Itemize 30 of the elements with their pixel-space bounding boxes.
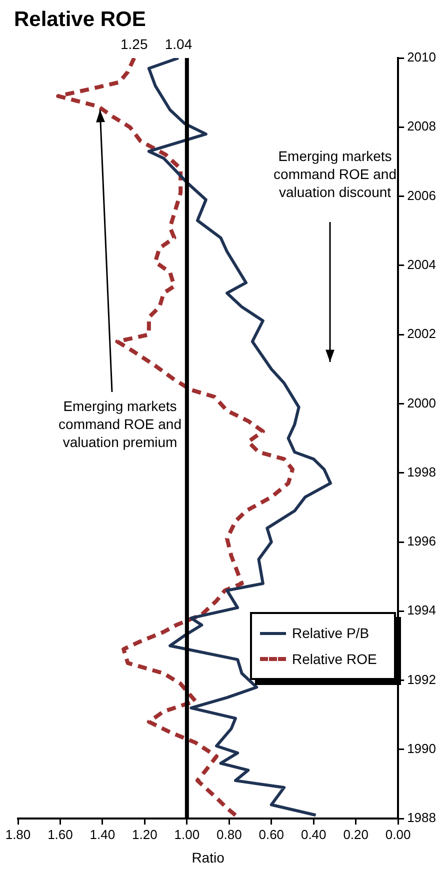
x-tick-label: 0.80 xyxy=(216,826,242,842)
x-tick-label: 0.60 xyxy=(258,826,284,842)
y-tick-label: 1996 xyxy=(407,534,436,549)
y-tick-label: 1992 xyxy=(407,672,436,687)
legend-label: Relative P/B xyxy=(292,625,370,641)
y-tick-label: 2010 xyxy=(407,50,436,65)
annotation: Emerging markets command ROE and valuation premium xyxy=(58,398,182,450)
x-tick-label: 0.20 xyxy=(343,826,369,842)
y-tick-label: 1998 xyxy=(407,464,436,480)
y-tick-label: 2000 xyxy=(407,395,436,410)
x-tick-label: 0.00 xyxy=(385,826,411,842)
x-tick-label: 1.60 xyxy=(48,826,73,842)
x-tick-label: 1.40 xyxy=(90,826,116,842)
x-axis-title: Ratio xyxy=(192,849,225,866)
x-tick-label: 0.40 xyxy=(300,826,326,842)
y-tick-label: 1988 xyxy=(407,810,436,826)
y-tick-label: 1990 xyxy=(407,741,436,756)
y-tick-label: 2008 xyxy=(407,118,436,134)
x-tick-label: 1.80 xyxy=(5,826,31,842)
chart-title: Relative ROE xyxy=(14,8,146,32)
annotation: Emerging markets command ROE and valuation discount xyxy=(274,148,396,200)
legend-label: Relative ROE xyxy=(292,651,377,667)
x-tick-label: 1.20 xyxy=(132,826,158,842)
y-tick-label: 2002 xyxy=(407,326,436,342)
y-tick-label: 1994 xyxy=(407,602,436,618)
annotation: 1.04 xyxy=(164,36,192,52)
annotation: 1.25 xyxy=(120,36,148,52)
y-tick-label: 2006 xyxy=(407,188,436,203)
y-tick-label: 2004 xyxy=(407,257,436,272)
x-tick-label: 1.00 xyxy=(174,826,200,842)
